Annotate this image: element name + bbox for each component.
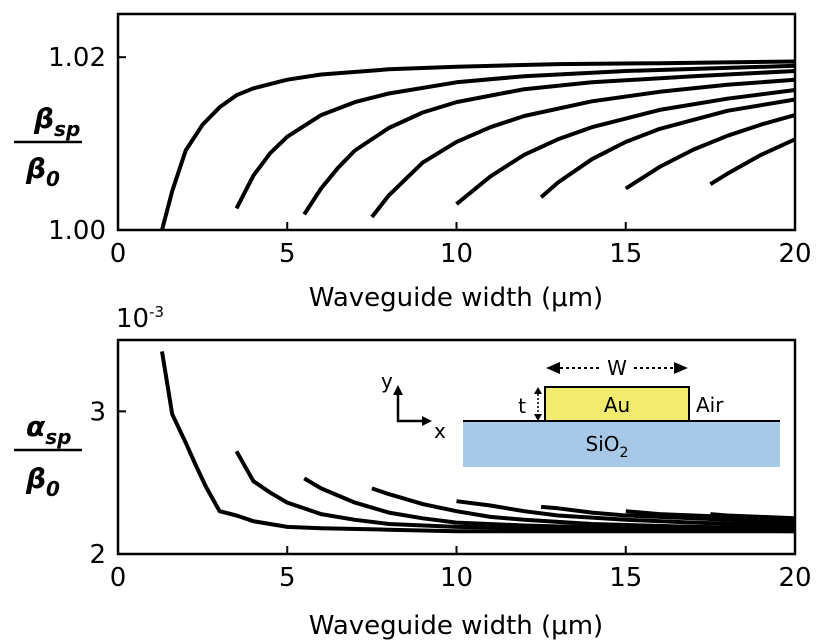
bottom-x-tick-label: 15 [609, 563, 642, 593]
bottom-y-axis-label: αsp β0 [14, 410, 82, 501]
bottom-y-label-numerator: αsp [26, 410, 71, 449]
top-y-tick-label: 1.00 [48, 216, 106, 246]
width-arrow-left-icon [546, 362, 560, 374]
bottom-x-axis-label: Waveguide width (μm) [309, 611, 603, 641]
au-label: Au [604, 393, 630, 417]
top-series-lines [160, 59, 796, 231]
top-plot-frame [116, 12, 797, 232]
bottom-series-line-8 [710, 512, 796, 521]
top-series-line-7 [624, 113, 796, 191]
top-x-tick-label: 15 [609, 239, 642, 269]
bottom-x-tick-label: 0 [110, 563, 127, 593]
thickness-label: t [518, 394, 526, 418]
air-label: Air [696, 393, 724, 417]
bottom-y-label-denominator: β0 [25, 462, 60, 501]
bottom-series-line-6 [540, 504, 796, 525]
width-label: W [607, 356, 627, 380]
top-series-line-5 [455, 88, 796, 206]
bottom-series-line-3 [303, 476, 796, 532]
top-series-line-8 [709, 137, 796, 186]
top-x-tick-label: 20 [778, 239, 811, 269]
top-y-axis-label: βsp β0 [14, 102, 82, 191]
bottom-series-lines [160, 351, 796, 534]
bottom-x-ticks: 0 5 10 15 20 [110, 546, 812, 593]
sio2-substrate [463, 421, 780, 467]
bottom-plot: 10-3 23 0 5 10 15 20 Waveguide width (μm) αs… [14, 303, 812, 641]
top-y-label-numerator: βsp [33, 102, 80, 141]
top-series-line-3 [302, 69, 796, 216]
bottom-exponent-label: 10-3 [116, 303, 164, 334]
au-strip [544, 386, 690, 422]
top-plot: 1.00 1.02 0 5 10 15 20 Waveguide width (μm) β… [14, 12, 812, 313]
bottom-series-line-4 [371, 486, 796, 531]
coord-y-arrow-icon [393, 385, 403, 395]
sio2-label: SiO2 [586, 432, 629, 461]
bottom-y-ticks: 23 [89, 397, 126, 570]
top-series-line-2 [234, 63, 796, 210]
thickness-arrow-up-icon [534, 387, 542, 394]
waveguide-schematic-inset: Au Air SiO2 W t y x [381, 356, 780, 467]
thickness-arrow-down-icon [534, 414, 542, 421]
bottom-y-tick-label: 2 [89, 540, 106, 570]
top-y-tick-label: 1.02 [48, 43, 106, 73]
top-x-tick-label: 0 [110, 239, 127, 269]
top-x-ticks: 0 5 10 15 20 [110, 222, 812, 269]
top-x-tick-label: 5 [279, 239, 296, 269]
bottom-series-line-1 [160, 351, 795, 534]
top-y-ticks: 1.00 1.02 [48, 43, 126, 246]
width-arrow-right-icon [674, 362, 688, 374]
top-series-line-4 [370, 77, 796, 219]
bottom-x-tick-label: 10 [440, 563, 473, 593]
top-series-line-6 [539, 97, 796, 199]
top-y-label-denominator: β0 [25, 152, 60, 191]
top-x-tick-label: 10 [440, 239, 473, 269]
bottom-series-line-5 [456, 499, 796, 528]
coord-x-arrow-icon [422, 416, 432, 426]
top-x-axis-label: Waveguide width (μm) [309, 283, 603, 313]
bottom-y-tick-label: 3 [89, 397, 106, 427]
coord-y-label: y [381, 369, 393, 393]
coord-x-label: x [434, 419, 446, 443]
top-series-line-1 [160, 59, 796, 231]
bottom-x-tick-label: 5 [279, 563, 296, 593]
bottom-x-tick-label: 20 [778, 563, 811, 593]
